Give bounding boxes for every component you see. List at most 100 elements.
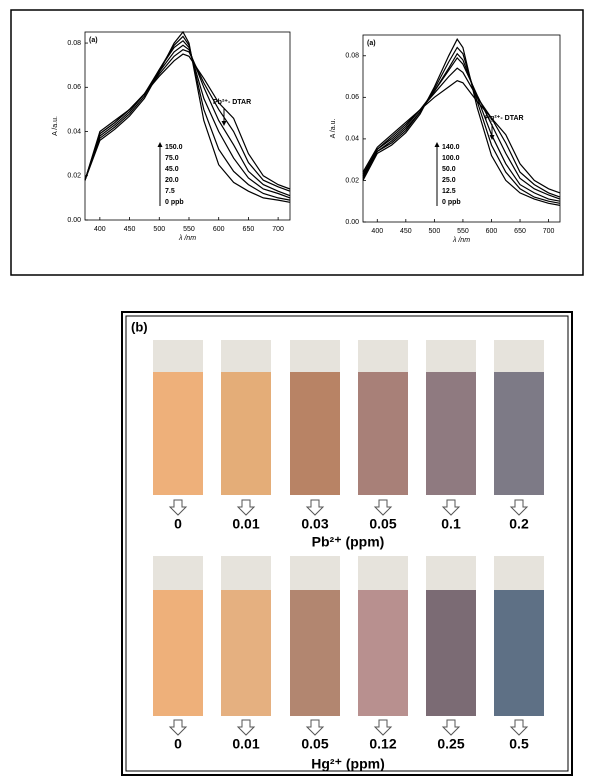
row-caption: Hg²⁺ (ppm): [311, 756, 384, 772]
x-tick-label: 400: [94, 226, 106, 233]
y-tick-label: 0.06: [345, 94, 359, 101]
x-tick-label: 550: [183, 226, 195, 233]
concentration-label: 0.25: [437, 736, 464, 752]
concentration-label: 0.05: [369, 516, 396, 532]
strip-cap: [426, 340, 476, 374]
strip: [494, 590, 544, 716]
legend-label: 12.5: [442, 188, 456, 195]
strip: [221, 372, 271, 495]
down-arrow: [238, 720, 254, 735]
x-tick-label: 500: [153, 226, 165, 233]
legend-label: 50.0: [442, 166, 456, 173]
strip: [153, 372, 203, 495]
down-arrow: [375, 720, 391, 735]
x-tick-label: 650: [243, 226, 255, 233]
strip: [426, 590, 476, 716]
x-tick-label: 500: [429, 228, 441, 235]
x-tick-label: 650: [514, 228, 526, 235]
y-tick-label: 0.00: [67, 217, 81, 224]
concentration-label: 0.01: [232, 516, 259, 532]
down-arrow: [307, 500, 323, 515]
y-tick-label: 0.06: [67, 84, 81, 91]
concentration-label: 0.05: [301, 736, 328, 752]
legend-arrowhead: [158, 142, 163, 147]
strip-cap: [494, 556, 544, 592]
x-tick-label: 600: [486, 228, 498, 235]
panel-label: (b): [131, 319, 148, 334]
strip: [426, 372, 476, 495]
legend-label: 150.0: [165, 144, 183, 151]
strip-cap: [221, 340, 271, 374]
concentration-label: 0.2: [509, 516, 529, 532]
spectrum-line: [85, 45, 290, 195]
strip-cap: [358, 340, 408, 374]
strip: [358, 372, 408, 495]
concentration-label: 0.03: [301, 516, 328, 532]
strip: [494, 372, 544, 495]
strip-cap: [290, 556, 340, 592]
x-tick-label: 700: [272, 226, 284, 233]
x-axis-label: λ /nm: [178, 235, 196, 242]
legend-label: 20.0: [165, 177, 179, 184]
spectrum-line: [363, 54, 560, 202]
y-tick-label: 0.00: [345, 219, 359, 226]
concentration-label: 0.5: [509, 736, 529, 752]
legend-label: 140.0: [442, 144, 460, 151]
legend-label: 25.0: [442, 177, 456, 184]
down-arrow: [443, 720, 459, 735]
spectrum-line: [363, 68, 560, 197]
strip-cap: [358, 556, 408, 592]
strip: [153, 590, 203, 716]
figure: 400 450 500 550 600 650 700 0.00 0.02 0.04 0.06 0.0…: [0, 0, 593, 780]
y-tick-label: 0.08: [345, 53, 359, 60]
annotation: Hg²⁺- DTAR: [485, 115, 524, 122]
strip: [221, 590, 271, 716]
legend-label: 7.5: [165, 188, 175, 195]
legend-label: 0 ppb: [442, 199, 461, 206]
legend-arrowhead: [435, 142, 440, 147]
strip-cap: [153, 340, 203, 374]
concentration-label: 0: [174, 736, 182, 752]
x-tick-label: 450: [124, 226, 136, 233]
spectrum-line: [363, 58, 560, 199]
down-arrow: [511, 720, 527, 735]
y-axis-label: A /a.u.: [330, 119, 337, 139]
concentration-label: 0: [174, 516, 182, 532]
x-tick-label: 450: [400, 228, 412, 235]
down-arrow: [443, 500, 459, 515]
strip: [290, 372, 340, 495]
concentration-label: 0.1: [441, 516, 461, 532]
x-tick-label: 600: [213, 226, 225, 233]
legend-label: 0 ppb: [165, 199, 184, 206]
strip: [290, 590, 340, 716]
strip-cap: [494, 340, 544, 374]
strip-cap: [221, 556, 271, 592]
strip: [358, 590, 408, 716]
panel-label: (a): [89, 37, 98, 44]
down-arrow: [170, 500, 186, 515]
strip-cap: [290, 340, 340, 374]
spectrum-line: [85, 32, 290, 202]
x-tick-label: 550: [457, 228, 469, 235]
x-tick-label: 400: [371, 228, 383, 235]
legend-label: 100.0: [442, 155, 460, 162]
y-tick-label: 0.04: [345, 136, 359, 143]
legend-label: 45.0: [165, 166, 179, 173]
spectrum-line: [363, 81, 560, 193]
x-axis-label: λ /nm: [452, 237, 470, 244]
down-arrow: [238, 500, 254, 515]
down-arrow: [170, 720, 186, 735]
legend-label: 75.0: [165, 155, 179, 162]
x-tick-label: 700: [543, 228, 555, 235]
y-tick-label: 0.04: [67, 128, 81, 135]
y-tick-label: 0.02: [67, 173, 81, 180]
y-tick-label: 0.08: [67, 40, 81, 47]
row-caption: Pb²⁺ (ppm): [312, 534, 385, 550]
concentration-label: 0.12: [369, 736, 396, 752]
y-tick-label: 0.02: [345, 177, 359, 184]
panel-label: (a): [367, 40, 376, 47]
concentration-label: 0.01: [232, 736, 259, 752]
annotation: Pb²⁺- DTAR: [213, 99, 251, 106]
y-axis-label: A /a.u.: [52, 116, 59, 136]
down-arrow: [307, 720, 323, 735]
